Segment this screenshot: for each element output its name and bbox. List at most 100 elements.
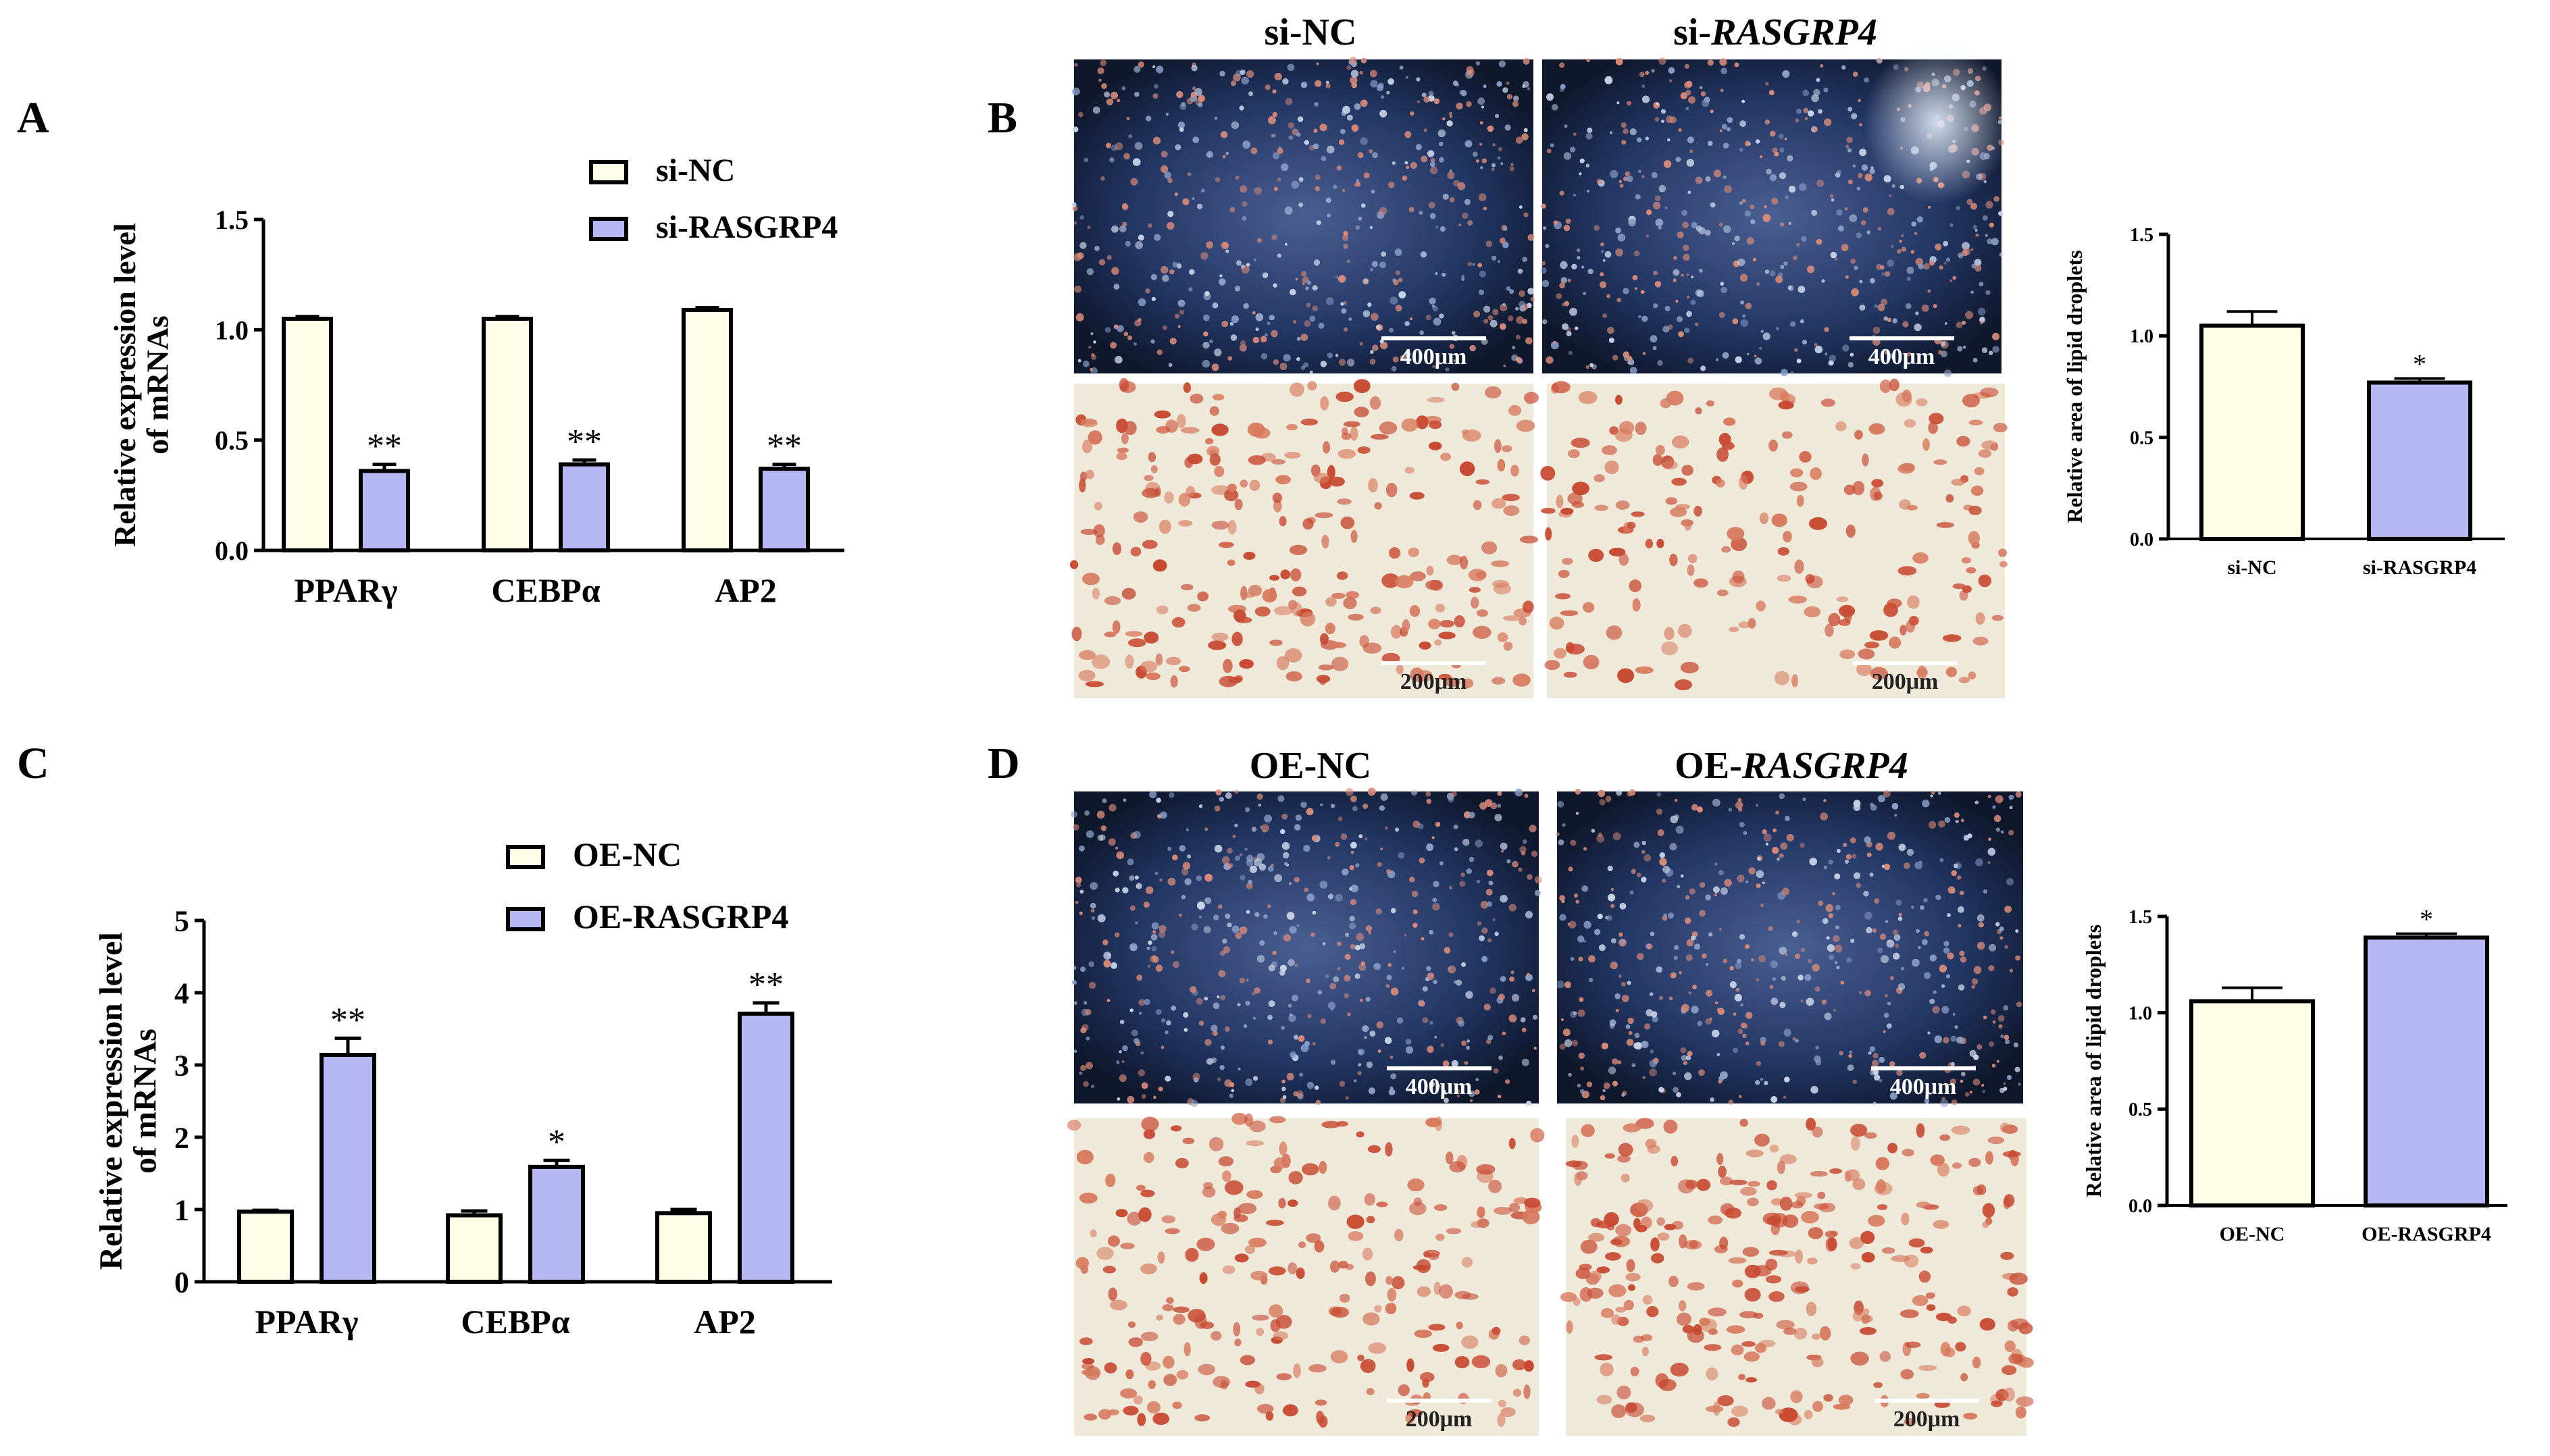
scale-bar-label: 200μm — [1893, 1407, 1960, 1432]
bar — [320, 1053, 376, 1284]
bar — [655, 1211, 712, 1284]
legend-label: OE-NC — [573, 835, 682, 873]
scale-bar-label: 200μm — [1406, 1407, 1473, 1432]
chart-b-lipid-si: 0.0 0.5 1.0 1.5 si-NC * si-RASGRP4 Relative are… — [2062, 225, 2505, 579]
y-tick-label: 3 — [174, 1049, 189, 1082]
x-tick-label: si-NC — [2227, 556, 2276, 579]
y-tick-label: 2 — [174, 1121, 189, 1154]
chart-d-lipid-oe: 0.0 0.5 1.0 1.5 OE-NC * OE-RASGRP4 Relative are… — [2081, 904, 2507, 1245]
y-axis-label: Relative expression levelof mRNAs — [107, 223, 174, 547]
micro-title-prefix: OE- — [1675, 745, 1742, 787]
y-tick-label: 1.0 — [2128, 1003, 2152, 1024]
significance-mark: ** — [567, 423, 602, 461]
legend-label: si-NC — [656, 153, 735, 188]
bar — [528, 1164, 585, 1284]
x-tick-label: CEBPα — [491, 571, 600, 609]
y-axis-label: Relative expression levelof mRNAs — [93, 932, 163, 1270]
scale-bar-label: 200μm — [1872, 669, 1939, 694]
bar — [2364, 935, 2489, 1208]
panel-letter-b: B — [988, 93, 1017, 142]
bar — [559, 462, 610, 552]
micro-title-oe-nc: OE-NC — [1250, 745, 1371, 787]
bar — [2199, 323, 2305, 541]
panel-letter-a: A — [17, 93, 49, 142]
x-tick-label: CEBPα — [461, 1303, 569, 1341]
stained-cells — [1067, 1113, 1545, 1428]
micro-title-oe-rasgrp4: OE-RASGRP4 — [1675, 745, 1908, 787]
cell-speckles — [1071, 787, 1542, 1108]
y-tick-label: 1 — [174, 1193, 189, 1226]
scale-bar-label: 400μm — [1868, 344, 1935, 369]
chart-c-mrna-oe: 0 1 2 3 4 5 ** PPARγ * CEBPα ** AP2 Relative express… — [93, 835, 832, 1341]
y-axis-label-line: Relative expression level — [93, 932, 129, 1270]
y-tick-label: 1.0 — [215, 315, 249, 345]
significance-mark: * — [548, 1123, 565, 1162]
stained-cells — [1540, 378, 2008, 691]
y-tick-label: 0.5 — [2128, 1099, 2152, 1120]
y-tick-label: 1.5 — [215, 205, 249, 235]
micrograph-d-oe-nc-high-mag: 200μm — [1067, 1113, 1545, 1436]
y-tick-label: 0.5 — [215, 425, 249, 456]
legend-label: si-RASGRP4 — [656, 209, 838, 245]
panel-letter-d: D — [988, 739, 1020, 788]
x-tick-label: AP2 — [694, 1303, 756, 1341]
y-tick-label: 0 — [174, 1266, 189, 1299]
bar — [359, 469, 410, 553]
micrograph-b-si-nc-high-mag: 200μm — [1070, 378, 1539, 698]
y-tick-label: 4 — [174, 977, 189, 1010]
micrograph-b-si-nc-low-mag: 400μm — [1071, 56, 1535, 375]
bar — [738, 1012, 794, 1284]
y-tick-label: 1.5 — [2128, 907, 2152, 928]
bar — [2367, 380, 2472, 542]
x-tick-label: OE-NC — [2220, 1223, 2285, 1245]
scale-bar-label: 200μm — [1400, 669, 1467, 694]
y-tick-label: 1.0 — [2130, 326, 2153, 347]
micro-title-gene: RASGRP4 — [1710, 11, 1877, 53]
y-tick-label: 0.5 — [2130, 427, 2153, 448]
y-axis-label: Relative area of lipid droplets — [2081, 925, 2106, 1197]
significance-mark: ** — [330, 1001, 365, 1039]
bar — [237, 1210, 294, 1284]
micrograph-b-si-rasgrp4-low-mag: 400μm — [1540, 41, 2011, 378]
scale-bar-label: 400μm — [1406, 1074, 1473, 1099]
bar — [682, 307, 733, 552]
y-tick-label: 0.0 — [2128, 1196, 2152, 1217]
legend-swatch — [589, 160, 628, 184]
micrograph-b-si-rasgrp4-high-mag: 200μm — [1540, 378, 2008, 698]
y-axis-label-line: of mRNAs — [140, 315, 174, 454]
y-tick-label: 1.5 — [2130, 225, 2153, 246]
y-axis-label-line: Relative expression level — [107, 223, 142, 547]
micrograph-d-oe-rasgrp4-high-mag: 200μm — [1560, 1118, 2034, 1436]
legend-label: OE-RASGRP4 — [573, 898, 788, 935]
scale-bar-label: 400μm — [1890, 1074, 1957, 1099]
chart-a-mrna-si: 0.0 0.5 1.0 1.5 ** PPARγ ** CEBPα ** AP2 Relative … — [107, 153, 844, 609]
micro-title-si-rasgrp4: si-RASGRP4 — [1673, 11, 1877, 53]
micro-title-prefix: si- — [1673, 11, 1711, 53]
x-tick-label: si-RASGRP4 — [2363, 556, 2476, 579]
legend-swatch — [506, 845, 545, 869]
micrograph-d-oe-nc-low-mag: 400μm — [1071, 787, 1542, 1108]
legend-swatch — [506, 907, 545, 931]
bar — [446, 1213, 503, 1284]
stained-cells — [1070, 378, 1539, 689]
stained-cells — [1560, 1118, 2034, 1427]
y-tick-label: 0.0 — [215, 536, 249, 566]
x-tick-label: AP2 — [715, 571, 777, 609]
cell-speckles — [1556, 788, 2022, 1108]
scale-bar-label: 400μm — [1400, 344, 1467, 369]
significance-mark: * — [2413, 348, 2426, 379]
bar — [2189, 999, 2315, 1207]
legend-swatch — [589, 217, 628, 241]
bar — [282, 317, 333, 552]
illumination-glare — [1864, 41, 2011, 204]
dark-field-bg — [1074, 791, 1539, 1103]
x-tick-label: PPARγ — [295, 571, 398, 609]
x-tick-label: OE-RASGRP4 — [2362, 1223, 2491, 1245]
significance-mark: ** — [748, 966, 784, 1004]
bar — [482, 317, 533, 552]
micrograph-d-oe-rasgrp4-low-mag: 400μm — [1556, 788, 2023, 1108]
bright-field-bg — [1566, 1118, 2026, 1436]
panel-letter-c: C — [17, 739, 49, 788]
y-axis-label: Relative area of lipid droplets — [2062, 250, 2087, 523]
